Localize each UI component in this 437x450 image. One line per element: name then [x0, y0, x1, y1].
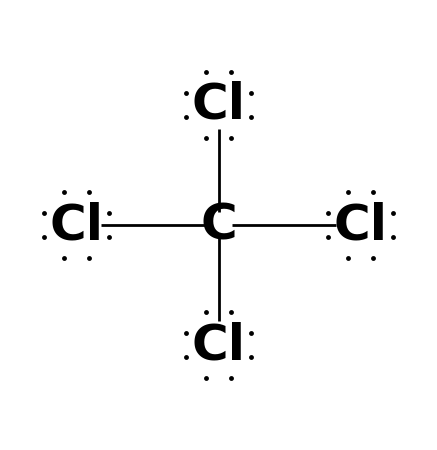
Text: C: C — [200, 201, 237, 249]
Text: Cl: Cl — [191, 81, 246, 129]
Text: Cl: Cl — [333, 201, 388, 249]
Text: Cl: Cl — [49, 201, 104, 249]
Text: Cl: Cl — [191, 321, 246, 369]
